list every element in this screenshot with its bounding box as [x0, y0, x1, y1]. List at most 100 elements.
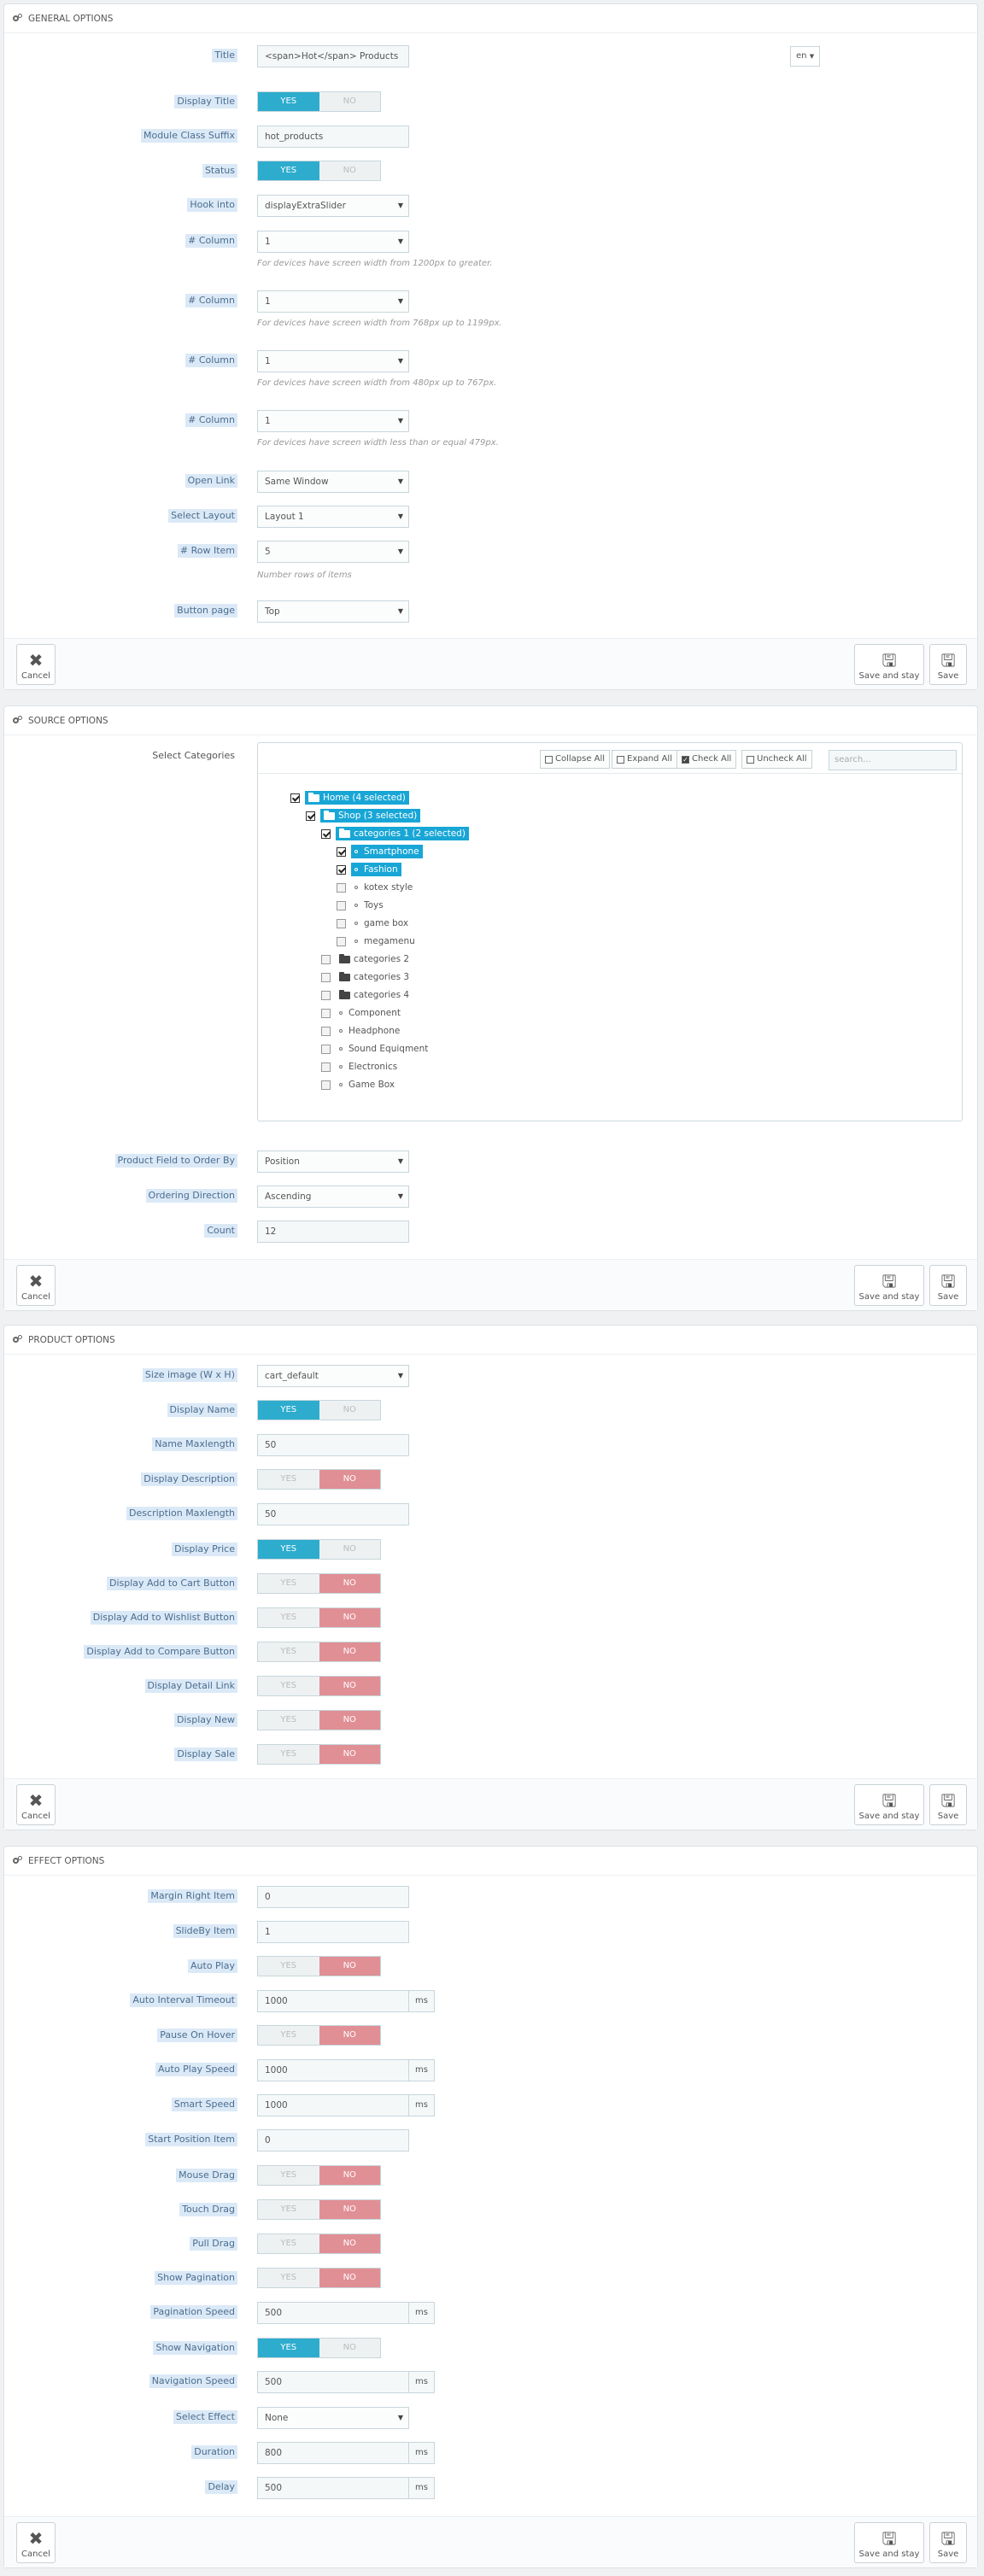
no-option[interactable]: NO	[319, 161, 380, 180]
add-to-cart-switch[interactable]: YES NO	[257, 1573, 381, 1594]
no-option[interactable]: NO	[319, 1745, 380, 1764]
uncheck-all-button[interactable]: Uncheck All	[741, 750, 812, 769]
no-option[interactable]: NO	[319, 1711, 380, 1730]
checkbox[interactable]	[337, 918, 346, 928]
yes-option[interactable]: YES	[258, 92, 319, 111]
no-option[interactable]: NO	[319, 1608, 380, 1627]
module-class-suffix-input[interactable]: hot_products	[257, 126, 409, 148]
display-name-switch[interactable]: YES NO	[257, 1400, 381, 1420]
checkbox[interactable]	[321, 1008, 331, 1018]
name-maxlength-input[interactable]: 50	[257, 1434, 409, 1456]
yes-option[interactable]: YES	[258, 2269, 319, 2287]
display-description-switch[interactable]: YES NO	[257, 1469, 381, 1490]
no-option[interactable]: NO	[319, 1540, 380, 1559]
checkbox[interactable]	[321, 1044, 331, 1054]
checkbox[interactable]	[321, 954, 331, 964]
tree-node-kotex-style[interactable]: kotex style	[337, 880, 416, 895]
yes-option[interactable]: YES	[258, 161, 319, 180]
display-sale-switch[interactable]: YES NO	[257, 1744, 381, 1765]
yes-option[interactable]: YES	[258, 2234, 319, 2253]
navigation-speed-input[interactable]: 500	[257, 2371, 409, 2393]
save-and-stay-button[interactable]: 🖫 Save and stay	[854, 2522, 924, 2563]
delay-input[interactable]: 500	[257, 2477, 409, 2499]
column-xs-select[interactable]: 1 ▼	[257, 410, 409, 432]
size-image-select[interactable]: cart_default ▼	[257, 1365, 409, 1387]
cancel-button[interactable]: ✖ Cancel	[16, 644, 56, 685]
yes-option[interactable]: YES	[258, 2339, 319, 2357]
display-detail-link-switch[interactable]: YES NO	[257, 1676, 381, 1696]
ordering-direction-select[interactable]: Ascending ▼	[257, 1186, 409, 1208]
cancel-button[interactable]: ✖ Cancel	[16, 2522, 56, 2563]
checkbox[interactable]	[321, 1062, 331, 1072]
checkbox[interactable]	[321, 972, 331, 982]
yes-option[interactable]: YES	[258, 1745, 319, 1764]
auto-play-speed-input[interactable]: 1000	[257, 2059, 409, 2081]
count-input[interactable]: 12	[257, 1221, 409, 1243]
no-option[interactable]: NO	[319, 1642, 380, 1661]
slideby-item-input[interactable]: 1	[257, 1921, 409, 1943]
no-option[interactable]: NO	[319, 2200, 380, 2219]
checkbox[interactable]	[337, 882, 346, 893]
checkbox[interactable]	[321, 828, 331, 839]
checkbox[interactable]	[337, 936, 346, 946]
hook-into-select[interactable]: displayExtraSlider ▼	[257, 195, 409, 217]
description-maxlength-input[interactable]: 50	[257, 1503, 409, 1525]
no-option[interactable]: NO	[319, 2026, 380, 2045]
cancel-button[interactable]: ✖ Cancel	[16, 1784, 56, 1825]
yes-option[interactable]: YES	[258, 2026, 319, 2045]
checkbox[interactable]	[306, 811, 315, 821]
yes-option[interactable]: YES	[258, 1642, 319, 1661]
no-option[interactable]: NO	[319, 2269, 380, 2287]
tree-node-component[interactable]: Component	[321, 1005, 404, 1021]
add-to-wishlist-switch[interactable]: YES NO	[257, 1607, 381, 1628]
yes-option[interactable]: YES	[258, 1957, 319, 1976]
margin-right-item-input[interactable]: 0	[257, 1886, 409, 1908]
mouse-drag-switch[interactable]: YES NO	[257, 2165, 381, 2186]
tree-node-game-box[interactable]: game box	[337, 916, 412, 931]
yes-option[interactable]: YES	[258, 1677, 319, 1695]
button-page-select[interactable]: Top ▼	[257, 600, 409, 623]
tree-node-megamenu[interactable]: megamenu	[337, 934, 419, 949]
save-button[interactable]: 🖫 Save	[929, 2522, 967, 2563]
checkbox[interactable]	[290, 793, 300, 803]
pause-on-hover-switch[interactable]: YES NO	[257, 2025, 381, 2046]
auto-play-switch[interactable]: YES NO	[257, 1956, 381, 1976]
tree-node-home[interactable]: Home (4 selected)	[290, 790, 409, 805]
save-and-stay-button[interactable]: 🖫 Save and stay	[854, 1265, 924, 1306]
yes-option[interactable]: YES	[258, 1470, 319, 1489]
add-to-compare-switch[interactable]: YES NO	[257, 1642, 381, 1662]
yes-option[interactable]: YES	[258, 1574, 319, 1593]
touch-drag-switch[interactable]: YES NO	[257, 2199, 381, 2220]
tree-node-electronics[interactable]: Electronics	[321, 1059, 401, 1074]
checkbox[interactable]	[337, 846, 346, 857]
save-and-stay-button[interactable]: 🖫 Save and stay	[854, 1784, 924, 1825]
yes-option[interactable]: YES	[258, 1608, 319, 1627]
tree-node-smartphone[interactable]: Smartphone	[337, 844, 423, 859]
column-sm-select[interactable]: 1 ▼	[257, 350, 409, 372]
expand-all-button[interactable]: Expand All	[612, 750, 677, 769]
tree-node-categories-3[interactable]: categories 3	[321, 969, 413, 985]
no-option[interactable]: NO	[319, 1574, 380, 1593]
duration-input[interactable]: 800	[257, 2442, 409, 2464]
no-option[interactable]: NO	[319, 92, 380, 111]
cancel-button[interactable]: ✖ Cancel	[16, 1265, 56, 1306]
checkbox[interactable]	[321, 990, 331, 1000]
no-option[interactable]: NO	[319, 2339, 380, 2357]
language-dropdown[interactable]: en ▼	[790, 46, 821, 67]
tree-node-categories-1[interactable]: categories 1 (2 selected)	[321, 826, 469, 841]
order-field-select[interactable]: Position ▼	[257, 1150, 409, 1173]
show-navigation-switch[interactable]: YES NO	[257, 2338, 381, 2358]
tree-node-shop[interactable]: Shop (3 selected)	[306, 808, 421, 823]
tree-node-fashion[interactable]: Fashion	[337, 862, 401, 877]
open-link-select[interactable]: Same Window ▼	[257, 471, 409, 493]
select-layout-select[interactable]: Layout 1 ▼	[257, 506, 409, 528]
column-md-select[interactable]: 1 ▼	[257, 290, 409, 313]
auto-interval-timeout-input[interactable]: 1000	[257, 1990, 409, 2012]
yes-option[interactable]: YES	[258, 1540, 319, 1559]
tree-node-game-box-2[interactable]: Game Box	[321, 1077, 398, 1092]
no-option[interactable]: NO	[319, 1957, 380, 1976]
tree-node-toys[interactable]: Toys	[337, 898, 387, 913]
collapse-all-button[interactable]: Collapse All	[540, 750, 611, 769]
status-switch[interactable]: YES NO	[257, 161, 381, 181]
start-position-item-input[interactable]: 0	[257, 2129, 409, 2152]
